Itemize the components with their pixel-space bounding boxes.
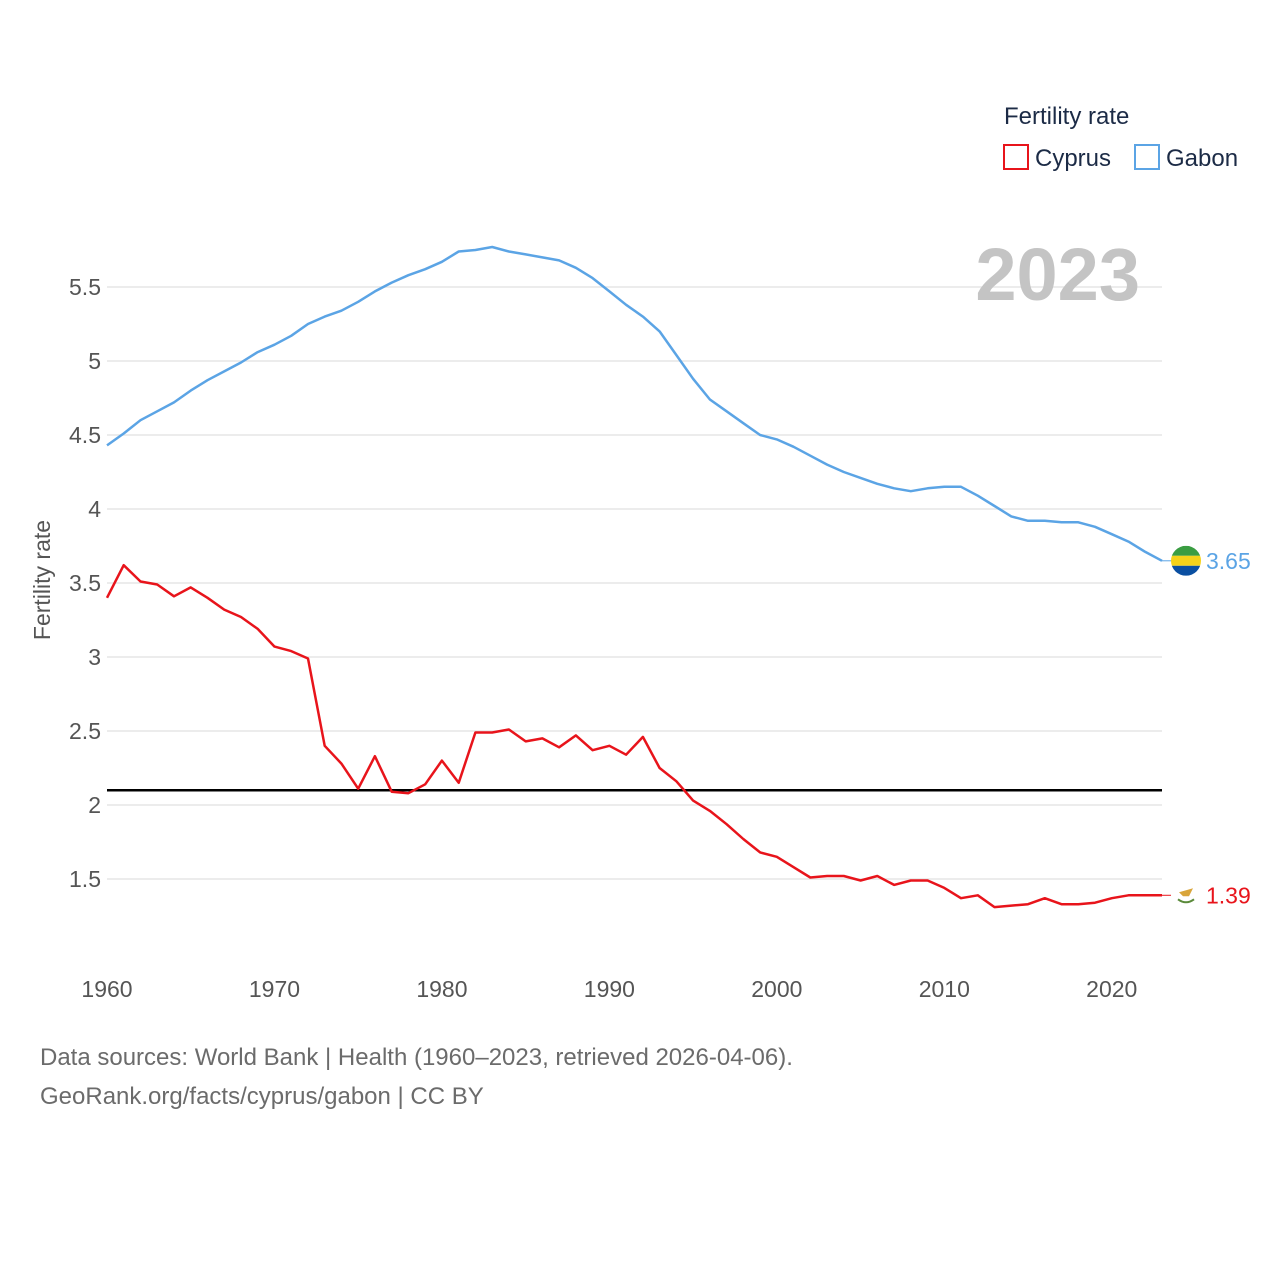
legend-label-gabon: Gabon [1166, 145, 1238, 172]
y-axis-ticks: 1.5 2 2.5 3 3.5 4 4.5 5 5.5 [69, 274, 101, 892]
grid-lines [107, 286, 1162, 880]
x-tick-label: 1990 [584, 976, 635, 1002]
footer-sources: Data sources: World Bank | Health (1960–… [40, 1044, 793, 1071]
y-tick-label: 4.5 [69, 422, 101, 448]
series-line-cyprus[interactable] [105, 563, 1162, 909]
cyprus-flag-icon [1171, 880, 1201, 911]
legend-item-gabon[interactable]: Gabon [1134, 144, 1238, 172]
footer-credit[interactable]: GeoRank.org/facts/cyprus/gabon | CC BY [40, 1083, 484, 1110]
year-label: 2023 [975, 233, 1140, 316]
y-tick-label: 3 [88, 644, 101, 670]
y-tick-label: 5.5 [69, 274, 101, 300]
x-tick-label: 1970 [249, 976, 300, 1002]
y-tick-label: 4 [88, 496, 101, 522]
legend-item-cyprus[interactable]: Cyprus [1003, 144, 1111, 172]
y-tick-label: 2.5 [69, 718, 101, 744]
y-axis-title: Fertility rate [29, 520, 55, 640]
end-value-gabon: 3.65 [1206, 548, 1251, 574]
fertility-rate-chart: 1.5 2 2.5 3 3.5 4 4.5 5 5.5 1960 1970 1980 1990 2000… [29, 103, 1251, 1002]
y-tick-label: 1.5 [69, 866, 101, 892]
legend-label-cyprus: Cyprus [1035, 145, 1111, 172]
legend: Fertility rate Cyprus Gabon [1003, 103, 1238, 172]
x-tick-label: 1980 [416, 976, 467, 1002]
series-lines [105, 245, 1163, 909]
y-tick-label: 3.5 [69, 570, 101, 596]
x-axis-ticks: 1960 1970 1980 1990 2000 2010 2020 [81, 976, 1137, 1002]
y-tick-label: 2 [88, 792, 101, 818]
end-value-cyprus: 1.39 [1206, 882, 1251, 908]
x-tick-label: 2020 [1086, 976, 1137, 1002]
x-tick-label: 2000 [751, 976, 802, 1002]
legend-swatch-gabon [1134, 144, 1160, 170]
x-tick-label: 2010 [919, 976, 970, 1002]
legend-swatch-cyprus [1003, 144, 1029, 170]
gabon-flag-icon [1171, 545, 1201, 576]
y-tick-label: 5 [88, 348, 101, 374]
x-tick-label: 1960 [81, 976, 132, 1002]
series-line-gabon[interactable] [106, 245, 1163, 562]
series-end-markers: 1.39 3.65 [1162, 545, 1251, 911]
legend-title: Fertility rate [1004, 103, 1129, 130]
